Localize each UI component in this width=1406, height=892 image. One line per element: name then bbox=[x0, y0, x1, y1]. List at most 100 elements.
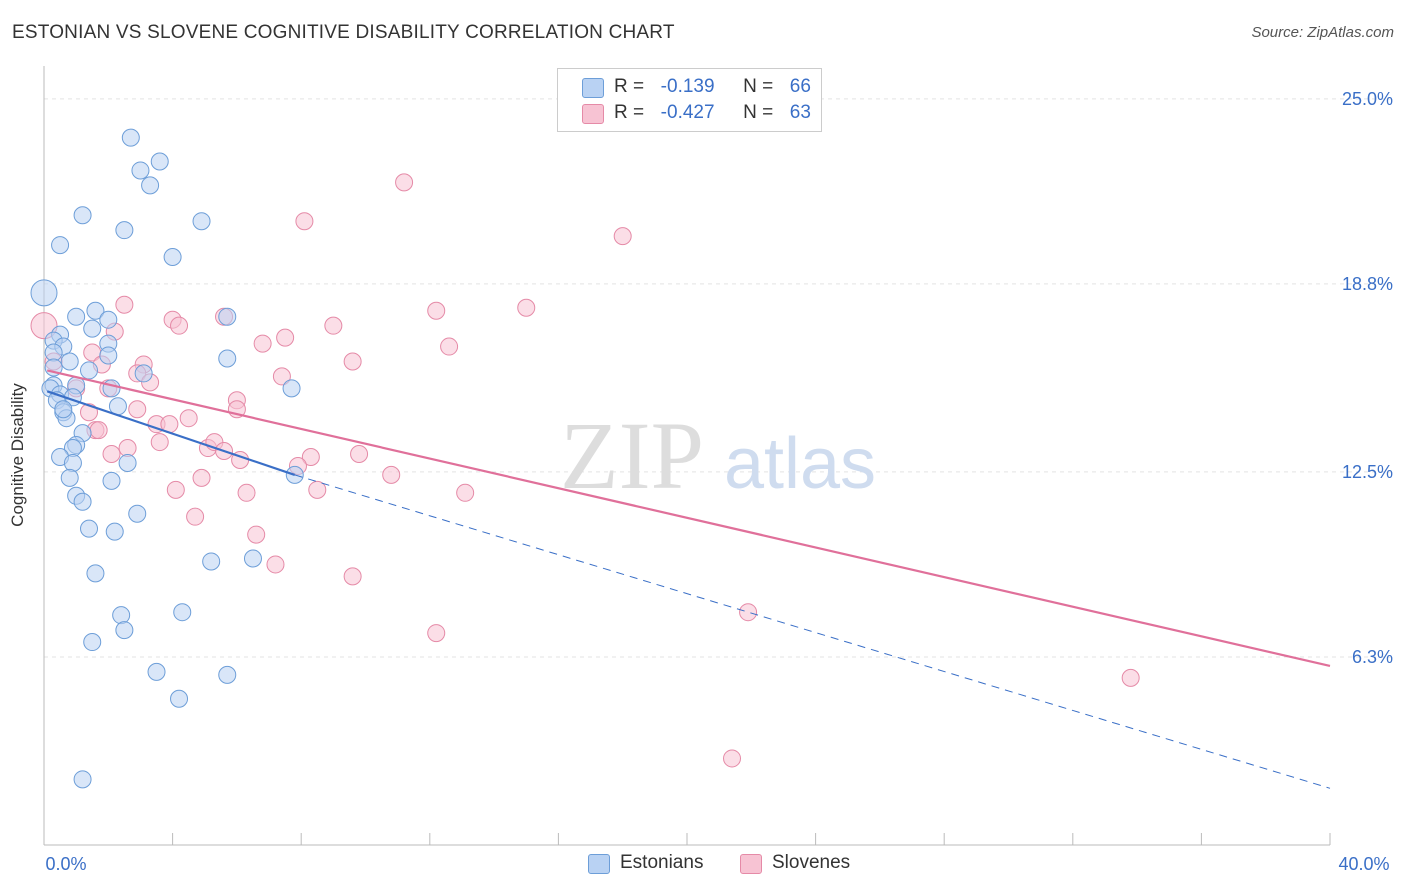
slovene-point bbox=[427, 301, 446, 320]
estonian-point bbox=[173, 603, 192, 622]
estonian-point bbox=[80, 519, 99, 538]
estonian-point bbox=[99, 346, 118, 365]
estonian-point bbox=[192, 212, 211, 231]
slovene-point bbox=[186, 507, 205, 526]
chart-source: Source: ZipAtlas.com bbox=[1251, 24, 1394, 41]
r-label: R = bbox=[614, 76, 645, 97]
y-tick-label: 25.0% bbox=[1342, 89, 1393, 109]
chart-title: ESTONIAN VS SLOVENE COGNITIVE DISABILITY… bbox=[12, 22, 675, 43]
legend-label: Estonians bbox=[620, 852, 704, 873]
legend-label: Slovenes bbox=[772, 852, 851, 873]
estonian-point bbox=[67, 307, 86, 326]
estonian-point bbox=[30, 279, 58, 307]
estonian-point bbox=[150, 152, 169, 171]
estonian-point bbox=[112, 606, 131, 625]
estonian-point bbox=[80, 361, 99, 380]
slovene-point bbox=[102, 445, 121, 464]
r-value: -0.139 bbox=[660, 76, 715, 97]
estonian-point bbox=[60, 468, 79, 487]
slovene-point bbox=[115, 295, 134, 314]
estonian-point bbox=[121, 128, 140, 147]
slovene-point bbox=[517, 298, 536, 317]
watermark-zip: ZIP bbox=[560, 402, 704, 509]
estonian-point bbox=[202, 552, 221, 571]
slovene-point bbox=[247, 525, 266, 544]
slovene-point bbox=[266, 555, 285, 574]
slovene-point bbox=[179, 409, 198, 428]
tick-labels: 25.0% 18.8% 12.5% 6.3% 0.0% 40.0% bbox=[45, 89, 1393, 874]
estonian-point bbox=[128, 504, 147, 523]
r-label: R = bbox=[614, 102, 645, 123]
slovene-point bbox=[301, 447, 320, 466]
slovene-point bbox=[350, 445, 369, 464]
estonians-trend-extension bbox=[294, 474, 1331, 789]
estonians-points bbox=[30, 128, 304, 789]
slovene-point bbox=[150, 433, 169, 452]
slovene-point bbox=[192, 468, 211, 487]
estonians-swatch bbox=[582, 78, 604, 98]
estonian-point bbox=[147, 662, 166, 681]
estonian-point bbox=[243, 549, 262, 568]
slovenes-swatch bbox=[740, 854, 762, 874]
series-legend: Estonians Slovenes bbox=[0, 852, 1406, 878]
estonians-swatch bbox=[588, 854, 610, 874]
slovene-point bbox=[89, 421, 108, 440]
n-label: N = bbox=[743, 76, 774, 97]
slovene-point bbox=[723, 749, 742, 768]
slovene-point bbox=[276, 328, 295, 347]
slovene-point bbox=[1121, 668, 1140, 687]
y-tick-label: 18.8% bbox=[1342, 274, 1393, 294]
slovene-point bbox=[343, 567, 362, 586]
slovene-point bbox=[295, 212, 314, 231]
estonian-point bbox=[99, 310, 118, 329]
x-tick-label: 0.0% bbox=[45, 854, 86, 874]
estonian-point bbox=[218, 307, 237, 326]
watermark: ZIP atlas bbox=[560, 402, 876, 509]
estonian-point bbox=[102, 379, 121, 398]
slovene-point bbox=[343, 352, 362, 371]
slovene-point bbox=[382, 465, 401, 484]
slovene-point bbox=[739, 603, 758, 622]
y-tick-label: 12.5% bbox=[1342, 462, 1393, 482]
y-tick-label: 6.3% bbox=[1352, 647, 1393, 667]
estonian-point bbox=[118, 453, 137, 472]
slovene-point bbox=[440, 337, 459, 356]
estonian-point bbox=[115, 621, 134, 640]
n-value: 66 bbox=[789, 76, 811, 97]
estonian-point bbox=[218, 349, 237, 368]
slovene-point bbox=[128, 400, 147, 419]
estonian-point bbox=[51, 236, 70, 255]
x-tick-label: 40.0% bbox=[1338, 854, 1389, 874]
slovene-point bbox=[272, 367, 291, 386]
estonian-point bbox=[115, 221, 134, 240]
estonian-point bbox=[60, 352, 79, 371]
grid-lines bbox=[44, 98, 1393, 658]
slovene-point bbox=[166, 480, 185, 499]
slovene-point bbox=[324, 316, 343, 335]
estonian-point bbox=[163, 248, 182, 267]
slovene-point bbox=[170, 316, 189, 335]
slovenes-swatch bbox=[582, 104, 604, 124]
n-label: N = bbox=[743, 102, 774, 123]
estonian-point bbox=[134, 364, 153, 383]
estonian-point bbox=[86, 301, 105, 320]
estonians-trend-line bbox=[46, 390, 296, 476]
estonian-point bbox=[73, 206, 92, 225]
n-value: 63 bbox=[789, 102, 811, 123]
slovene-point bbox=[308, 480, 327, 499]
estonian-point bbox=[73, 492, 92, 511]
estonian-point bbox=[86, 564, 105, 583]
trend-lines bbox=[46, 369, 1331, 789]
estonian-point bbox=[282, 379, 301, 398]
estonian-point bbox=[218, 665, 237, 684]
slovene-point bbox=[253, 334, 272, 353]
estonian-point bbox=[131, 161, 150, 180]
estonian-point bbox=[105, 522, 124, 541]
estonian-point bbox=[141, 176, 160, 195]
estonian-point bbox=[102, 471, 121, 490]
slovenes-trend-line bbox=[46, 369, 1331, 667]
watermark-atlas: atlas bbox=[724, 424, 876, 504]
slovene-point bbox=[395, 173, 414, 192]
slovene-point bbox=[427, 624, 446, 643]
